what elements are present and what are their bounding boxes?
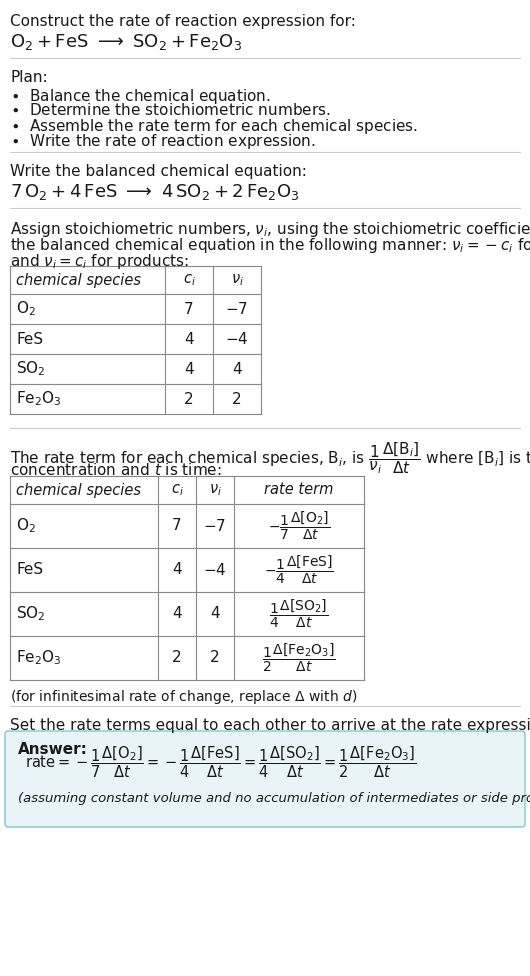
Text: $-\dfrac{1}{4}\dfrac{\Delta[\mathrm{FeS}]}{\Delta t}$: $-\dfrac{1}{4}\dfrac{\Delta[\mathrm{FeS}… bbox=[264, 553, 334, 587]
Text: the balanced chemical equation in the following manner: $\nu_i = -c_i$ for react: the balanced chemical equation in the fo… bbox=[10, 236, 530, 255]
Text: Set the rate terms equal to each other to arrive at the rate expression:: Set the rate terms equal to each other t… bbox=[10, 718, 530, 733]
Text: $\nu_i$: $\nu_i$ bbox=[208, 482, 222, 498]
Text: chemical species: chemical species bbox=[16, 482, 141, 498]
Text: $7\,\mathrm{O}_2 + 4\,\mathrm{FeS}\ \longrightarrow\ 4\,\mathrm{SO}_2 + 2\,\math: $7\,\mathrm{O}_2 + 4\,\mathrm{FeS}\ \lon… bbox=[10, 182, 299, 202]
Text: $\dfrac{1}{2}\dfrac{\Delta[\mathrm{Fe_2O_3}]}{\Delta t}$: $\dfrac{1}{2}\dfrac{\Delta[\mathrm{Fe_2O… bbox=[262, 642, 336, 674]
FancyBboxPatch shape bbox=[5, 731, 525, 827]
Text: 4: 4 bbox=[172, 562, 182, 578]
Text: $-7$: $-7$ bbox=[225, 301, 249, 317]
Text: $c_i$: $c_i$ bbox=[171, 482, 183, 498]
Text: 4: 4 bbox=[184, 332, 194, 346]
Text: $\bullet$  Assemble the rate term for each chemical species.: $\bullet$ Assemble the rate term for eac… bbox=[10, 117, 418, 136]
Text: $\bullet$  Write the rate of reaction expression.: $\bullet$ Write the rate of reaction exp… bbox=[10, 132, 316, 151]
Text: $c_i$: $c_i$ bbox=[182, 272, 196, 288]
Text: 2: 2 bbox=[232, 391, 242, 406]
Text: Plan:: Plan: bbox=[10, 70, 48, 85]
Text: (for infinitesimal rate of change, replace $\Delta$ with $d$): (for infinitesimal rate of change, repla… bbox=[10, 688, 357, 706]
Text: $-7$: $-7$ bbox=[204, 518, 227, 534]
Text: 7: 7 bbox=[184, 302, 194, 316]
Text: $\mathrm{rate} = -\dfrac{1}{7}\dfrac{\Delta[\mathrm{O_2}]}{\Delta t} = -\dfrac{1: $\mathrm{rate} = -\dfrac{1}{7}\dfrac{\De… bbox=[25, 745, 417, 780]
Text: 4: 4 bbox=[232, 361, 242, 377]
Text: $\bullet$  Balance the chemical equation.: $\bullet$ Balance the chemical equation. bbox=[10, 87, 271, 106]
Text: Construct the rate of reaction expression for:: Construct the rate of reaction expressio… bbox=[10, 14, 356, 29]
Text: 2: 2 bbox=[172, 650, 182, 666]
Text: $\nu_i$: $\nu_i$ bbox=[231, 272, 243, 288]
Text: 2: 2 bbox=[184, 391, 194, 406]
Text: Assign stoichiometric numbers, $\nu_i$, using the stoichiometric coefficients, $: Assign stoichiometric numbers, $\nu_i$, … bbox=[10, 220, 530, 239]
Text: FeS: FeS bbox=[16, 562, 43, 578]
Text: 4: 4 bbox=[210, 606, 220, 622]
Text: $-4$: $-4$ bbox=[225, 331, 249, 347]
Text: The rate term for each chemical species, B$_i$, is $\dfrac{1}{\nu_i}\dfrac{\Delt: The rate term for each chemical species,… bbox=[10, 440, 530, 475]
Text: and $\nu_i = c_i$ for products:: and $\nu_i = c_i$ for products: bbox=[10, 252, 189, 271]
Text: Write the balanced chemical equation:: Write the balanced chemical equation: bbox=[10, 164, 307, 179]
Text: $\mathrm{SO}_2$: $\mathrm{SO}_2$ bbox=[16, 605, 46, 624]
Text: $\dfrac{1}{4}\dfrac{\Delta[\mathrm{SO_2}]}{\Delta t}$: $\dfrac{1}{4}\dfrac{\Delta[\mathrm{SO_2}… bbox=[269, 598, 329, 630]
Text: rate term: rate term bbox=[264, 482, 334, 498]
Text: (assuming constant volume and no accumulation of intermediates or side products): (assuming constant volume and no accumul… bbox=[18, 792, 530, 805]
Text: $\bullet$  Determine the stoichiometric numbers.: $\bullet$ Determine the stoichiometric n… bbox=[10, 102, 331, 118]
Text: $-\dfrac{1}{7}\dfrac{\Delta[\mathrm{O_2}]}{\Delta t}$: $-\dfrac{1}{7}\dfrac{\Delta[\mathrm{O_2}… bbox=[268, 509, 330, 543]
Text: FeS: FeS bbox=[16, 332, 43, 346]
Text: $\mathrm{O}_2$: $\mathrm{O}_2$ bbox=[16, 516, 36, 536]
Text: $-4$: $-4$ bbox=[203, 562, 227, 578]
Text: 2: 2 bbox=[210, 650, 220, 666]
Text: $\mathrm{SO}_2$: $\mathrm{SO}_2$ bbox=[16, 359, 46, 379]
Text: $\mathrm{O}_2$: $\mathrm{O}_2$ bbox=[16, 300, 36, 318]
Text: 4: 4 bbox=[172, 606, 182, 622]
Text: concentration and $t$ is time:: concentration and $t$ is time: bbox=[10, 462, 222, 478]
Text: $\mathrm{Fe_2O_3}$: $\mathrm{Fe_2O_3}$ bbox=[16, 389, 61, 408]
Text: chemical species: chemical species bbox=[16, 272, 141, 288]
Text: $\mathrm{Fe_2O_3}$: $\mathrm{Fe_2O_3}$ bbox=[16, 649, 61, 668]
Text: Answer:: Answer: bbox=[18, 742, 88, 757]
Text: 7: 7 bbox=[172, 518, 182, 534]
Text: $\mathrm{O}_2 + \mathrm{FeS}\ \longrightarrow\ \mathrm{SO}_2 + \mathrm{Fe_2O_3}$: $\mathrm{O}_2 + \mathrm{FeS}\ \longright… bbox=[10, 32, 242, 52]
Text: 4: 4 bbox=[184, 361, 194, 377]
